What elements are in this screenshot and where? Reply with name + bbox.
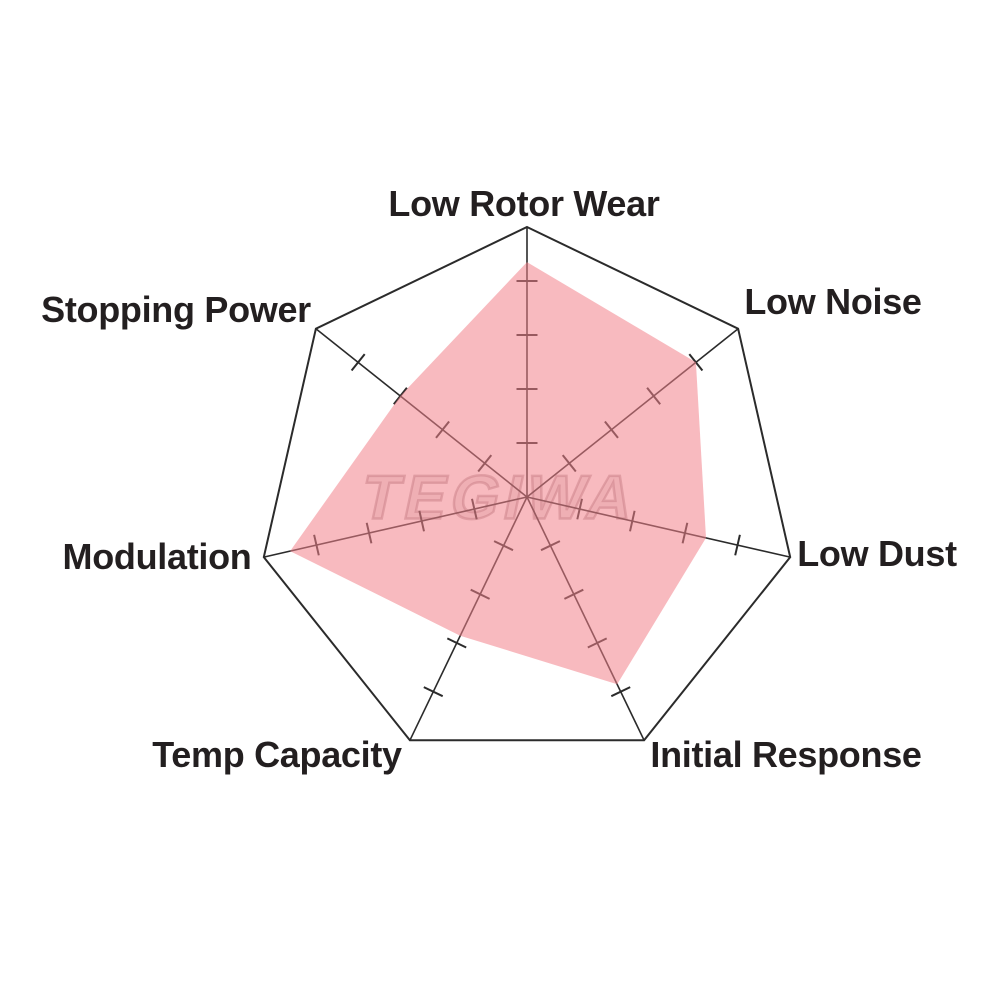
axis-label-stopping-power: Stopping Power [41,289,311,330]
axis-tick [423,686,444,698]
axis-label-temp-capacity: Temp Capacity [152,734,402,775]
axis-label-low-rotor-wear: Low Rotor Wear [388,183,660,224]
axis-tick [610,686,631,698]
axis-label-low-noise: Low Noise [744,281,922,322]
axis-tick [446,637,467,649]
data-polygon [290,262,706,685]
axis-label-low-dust: Low Dust [797,533,957,574]
axis-tick [734,534,741,556]
radar-outline [262,225,792,742]
axis-label-initial-response: Initial Response [650,734,922,775]
axis-tick [350,353,366,372]
axis-label-modulation: Modulation [62,536,252,577]
